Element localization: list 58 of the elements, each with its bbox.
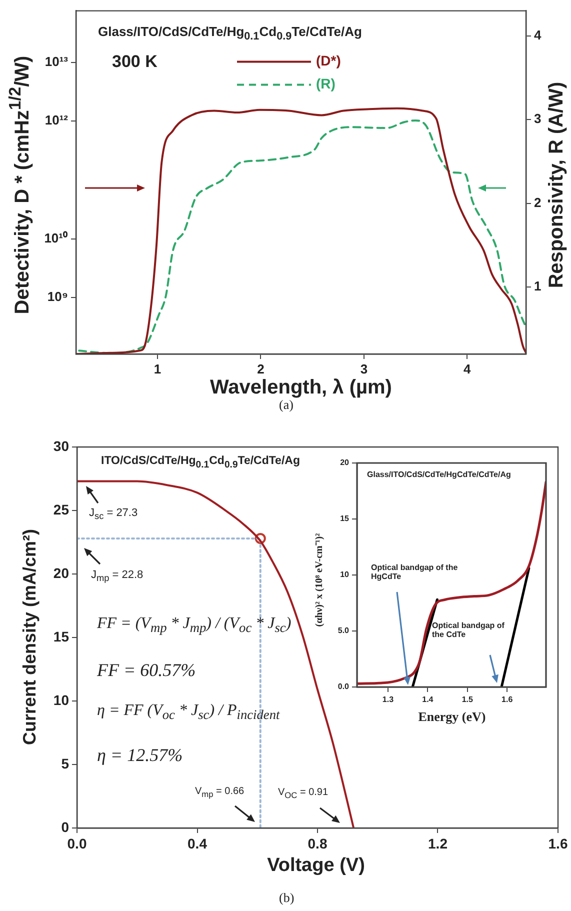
annotation: J$_{mp}$ = 22.8 xyxy=(91,569,144,584)
x-tick-label: 1.5 xyxy=(462,695,474,704)
text: ITO/CdS/CdTe/Hg$_{0.1}$Cd$_{0.9}$Te/CdTe/Ag xyxy=(101,455,300,470)
annotation: V$_{OC}$ = 0.91 xyxy=(278,787,328,800)
y-tick-label: 10¹⁰ xyxy=(44,230,68,246)
y-tick-label: 15 xyxy=(53,628,70,644)
y-tick-label: 0.0 xyxy=(338,682,350,692)
line-series xyxy=(357,480,546,685)
x-tick-label: 1.4 xyxy=(422,695,434,704)
line-series xyxy=(77,480,355,828)
text: (a) xyxy=(279,397,294,413)
y-tick-label: 10⁹ xyxy=(47,289,68,304)
y-tick-label: 20 xyxy=(340,458,350,468)
y-tick-label: 10¹³ xyxy=(44,54,69,69)
annotation: V$_{mp}$ = 0.66 xyxy=(195,786,244,799)
y2-tick-label: 2 xyxy=(534,194,542,210)
y-tick-label: 10 xyxy=(340,570,350,580)
text: (R) xyxy=(316,76,336,92)
y2-tick-label: 1 xyxy=(534,278,542,294)
x-tick-label: 2 xyxy=(257,361,264,376)
x-tick-label: 4 xyxy=(464,361,472,376)
text: (b) xyxy=(279,890,294,906)
x-tick-label: 1.6 xyxy=(548,835,568,852)
y-tick-label: 20 xyxy=(53,564,70,581)
x-axis-title: Voltage (V) xyxy=(267,855,365,877)
annotation: FF = 60.57% xyxy=(97,660,196,681)
x-tick-label: 1.6 xyxy=(502,695,514,704)
y2-tick-label: 4 xyxy=(534,27,542,42)
x-axis-title: Wavelength, λ (µm) xyxy=(210,376,392,400)
text: Glass/ITO/CdS/CdTe/Hg$_{0.1}$Cd$_{0.9}$Te/CdTe/Ag xyxy=(98,24,362,43)
x-tick-label: 0.8 xyxy=(308,835,328,852)
x-axis-title: Energy (eV) xyxy=(418,709,486,725)
y-tick-label: 10¹² xyxy=(44,112,69,128)
y-axis-title: Current density (mA/cm²) xyxy=(20,528,40,746)
annotation: η = FF (V$_{oc}$ * J$_{sc}$) / P$_{incident}$ xyxy=(97,702,280,724)
y-tick-label: 5 xyxy=(61,755,70,772)
x-tick-label: 1 xyxy=(154,361,162,376)
y2-tick-label: 3 xyxy=(534,111,542,126)
annotation: Optical bandgap of the HgCdTe xyxy=(371,563,459,581)
x-tick-label: 3 xyxy=(360,361,368,376)
y-tick-label: 15 xyxy=(340,514,350,524)
annotation: 300 K xyxy=(112,52,158,72)
y-axis-title: (αhν)² x (10⁸ eV-cm⁻¹)² xyxy=(313,533,325,627)
x-tick-label: 1.2 xyxy=(428,835,448,852)
y2-axis-title: Responsivity, R (A/W) xyxy=(546,82,568,288)
y-tick-label: 25 xyxy=(53,501,70,518)
text: FF = (V$_{mp}$ * J$_{mp}$) / (V$_{oc}$ * J$_{sc}$) xyxy=(97,615,292,636)
annotation: η = 12.57% xyxy=(97,745,183,766)
y-tick-label: 10 xyxy=(53,692,70,708)
annotation: Optical bandgap of the CdTe xyxy=(432,621,506,639)
y-tick-label: 0 xyxy=(61,818,70,835)
x-tick-label: 1.3 xyxy=(382,695,394,704)
x-tick-label: 0.4 xyxy=(188,835,208,852)
text: Glass/ITO/CdS/CdTe/HgCdTe/CdTe/Ag xyxy=(367,470,511,479)
text: (D*) xyxy=(316,52,341,69)
y-tick-label: 5.0 xyxy=(338,626,350,636)
annotation: J$_{sc}$ = 27.3 xyxy=(89,507,138,522)
y-tick-label: 30 xyxy=(53,438,70,454)
